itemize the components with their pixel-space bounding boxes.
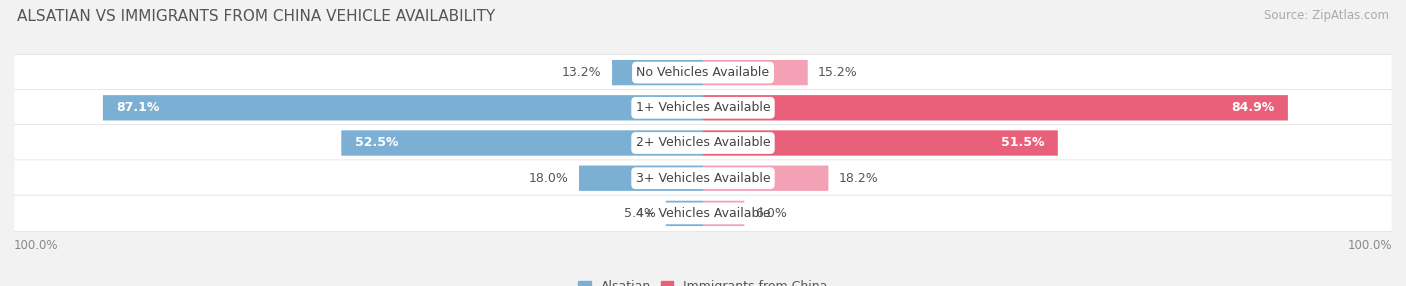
Text: 18.2%: 18.2% [839, 172, 879, 185]
FancyBboxPatch shape [342, 130, 703, 156]
FancyBboxPatch shape [103, 95, 703, 120]
FancyBboxPatch shape [14, 54, 1392, 91]
Text: 2+ Vehicles Available: 2+ Vehicles Available [636, 136, 770, 150]
FancyBboxPatch shape [703, 60, 807, 85]
Text: 51.5%: 51.5% [1001, 136, 1045, 150]
Text: 52.5%: 52.5% [356, 136, 398, 150]
FancyBboxPatch shape [14, 195, 1392, 232]
Text: 4+ Vehicles Available: 4+ Vehicles Available [636, 207, 770, 220]
Text: 84.9%: 84.9% [1230, 101, 1274, 114]
FancyBboxPatch shape [703, 201, 744, 226]
FancyBboxPatch shape [14, 90, 1392, 126]
FancyBboxPatch shape [14, 125, 1392, 161]
FancyBboxPatch shape [612, 60, 703, 85]
Text: Source: ZipAtlas.com: Source: ZipAtlas.com [1264, 9, 1389, 21]
Text: 100.0%: 100.0% [14, 239, 59, 252]
FancyBboxPatch shape [666, 201, 703, 226]
Text: 100.0%: 100.0% [1347, 239, 1392, 252]
Text: 5.4%: 5.4% [624, 207, 655, 220]
Text: 6.0%: 6.0% [755, 207, 786, 220]
Text: 3+ Vehicles Available: 3+ Vehicles Available [636, 172, 770, 185]
FancyBboxPatch shape [703, 130, 1057, 156]
Legend: Alsatian, Immigrants from China: Alsatian, Immigrants from China [574, 275, 832, 286]
FancyBboxPatch shape [703, 95, 1288, 120]
FancyBboxPatch shape [579, 166, 703, 191]
Text: 15.2%: 15.2% [818, 66, 858, 79]
Text: 1+ Vehicles Available: 1+ Vehicles Available [636, 101, 770, 114]
Text: ALSATIAN VS IMMIGRANTS FROM CHINA VEHICLE AVAILABILITY: ALSATIAN VS IMMIGRANTS FROM CHINA VEHICL… [17, 9, 495, 23]
Text: 13.2%: 13.2% [562, 66, 602, 79]
Text: No Vehicles Available: No Vehicles Available [637, 66, 769, 79]
FancyBboxPatch shape [14, 160, 1392, 196]
FancyBboxPatch shape [703, 166, 828, 191]
Text: 18.0%: 18.0% [529, 172, 568, 185]
Text: 87.1%: 87.1% [117, 101, 160, 114]
